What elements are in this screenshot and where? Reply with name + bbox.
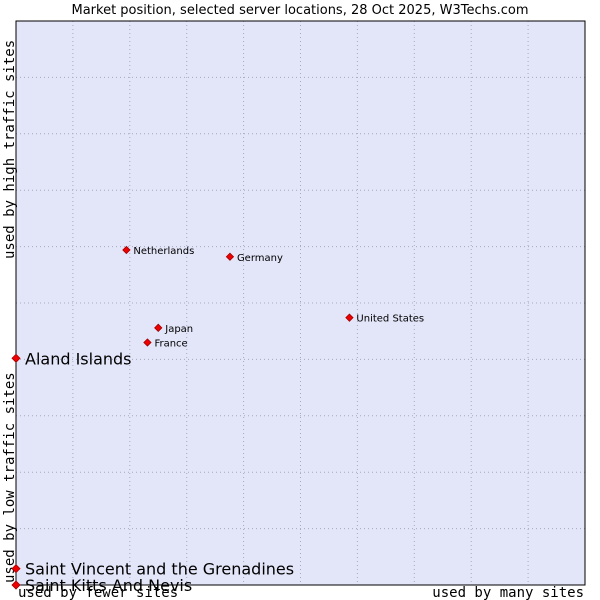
point-label-germany: Germany [237,253,283,264]
x-axis-label-high: used by many sites [432,585,584,600]
point-marker-united-states [345,313,354,322]
grid-lines [16,21,585,585]
point-label-japan: Japan [164,324,193,335]
point-label-aland-islands: Aland Islands [25,349,132,368]
point-marker-saint-kitts-and-nevis [11,580,21,590]
point-label-united-states: United States [356,314,424,325]
chart-title: Market position, selected server locatio… [71,3,528,18]
point-marker-saint-vincent-and-the-grenadines [11,564,21,574]
plot-frame [15,20,586,586]
point-label-saint-kitts-and-nevis: Saint Kitts And Nevis [25,576,192,595]
y-axis-label-low: used by low traffic sites [2,372,18,583]
point-marker-germany [225,252,235,261]
point-label-france: France [154,338,187,349]
point-marker-france [143,338,152,347]
point-marker-japan [154,323,163,332]
point-label-saint-vincent-and-the-grenadines: Saint Vincent and the Grenadines [25,560,294,579]
point-label-netherlands: Netherlands [133,246,194,257]
point-marker-netherlands [122,245,131,255]
x-axis-label-low: used by fewer sites [18,585,178,600]
data-points: Netherlands Germany United States Japan Fran… [11,245,424,595]
y-axis-label-high: used by high traffic sites [2,40,18,259]
point-marker-aland-islands [11,353,21,363]
